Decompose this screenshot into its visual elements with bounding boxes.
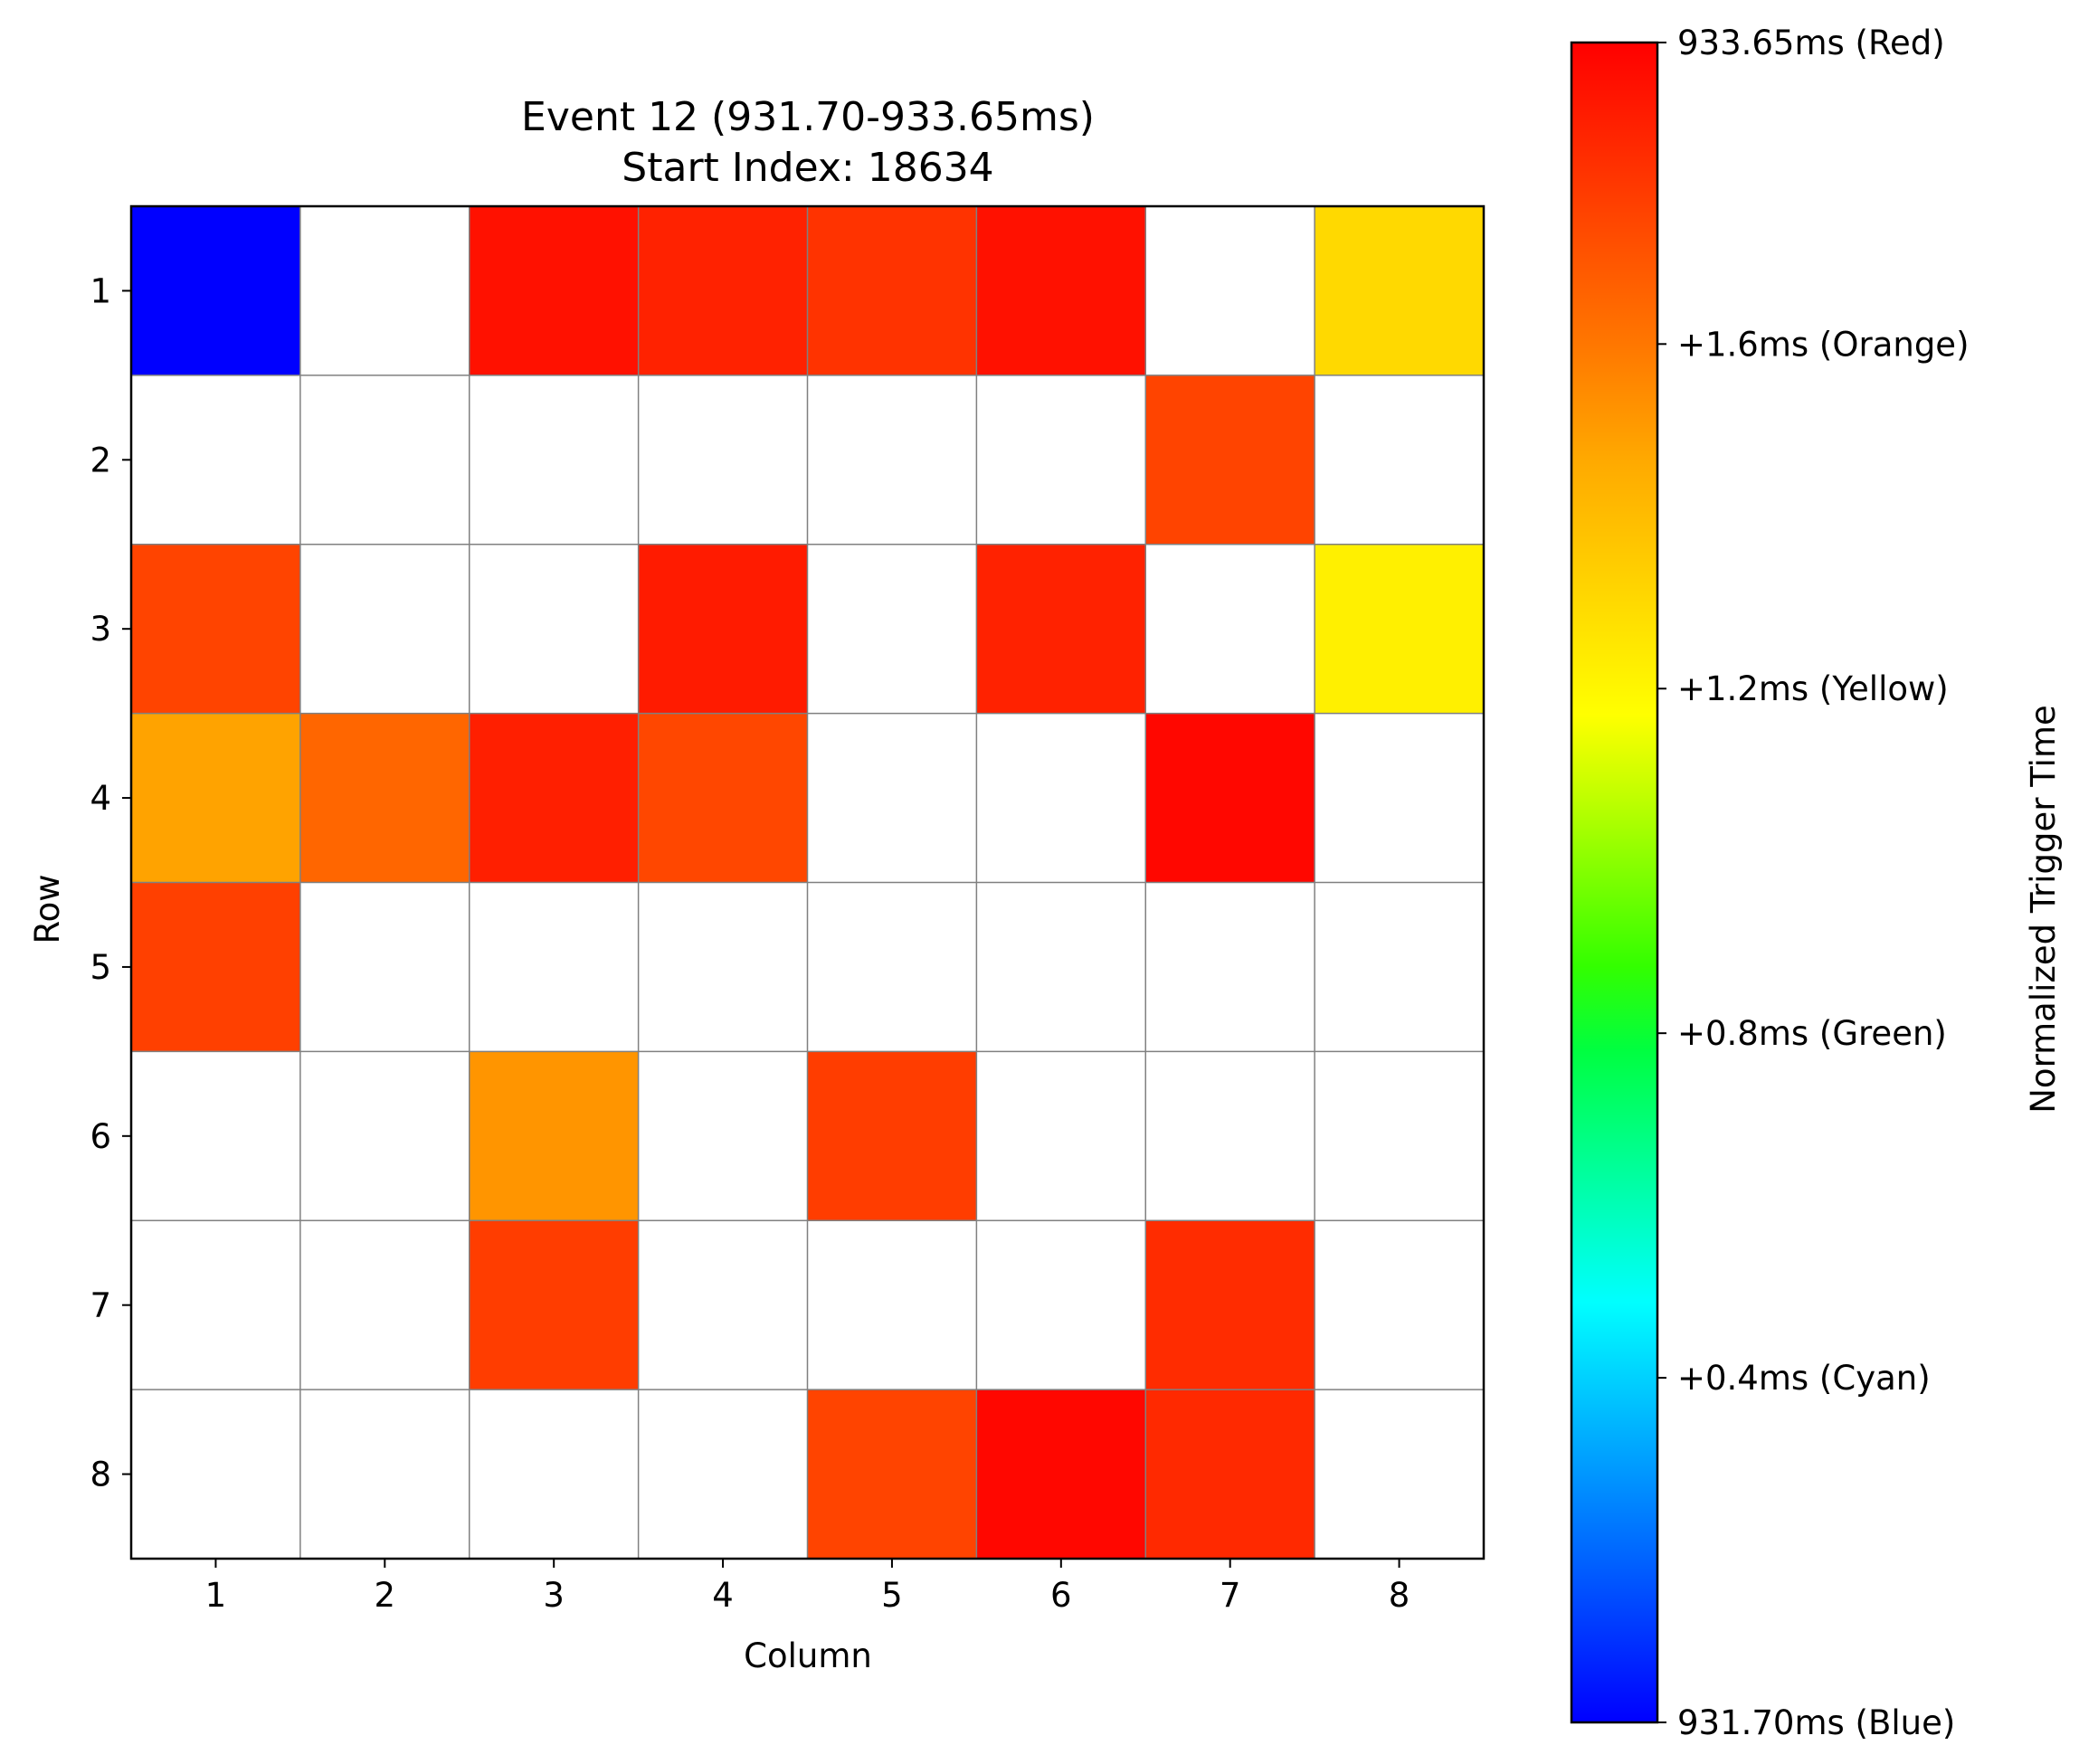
y-tick-label: 1 (90, 271, 111, 310)
y-tick-label: 3 (90, 610, 111, 649)
heatmap-cell-r7-c7 (1145, 1220, 1315, 1390)
y-tick-label: 5 (90, 948, 111, 987)
heatmap-cell-r6-c3 (469, 1051, 639, 1221)
colorbar-tick-label: +0.8ms (Green) (1677, 1014, 1947, 1053)
heatmap-cell-r2-c7 (1145, 375, 1315, 545)
colorbar-tick-label: 931.70ms (Blue) (1677, 1703, 1955, 1742)
heatmap-cell-r1-c4 (638, 206, 808, 375)
heatmap-cell-r1-c3 (469, 206, 639, 375)
y-axis-ticks: 1 2 3 4 5 6 7 8 (90, 271, 131, 1494)
heatmap-cell-r1-c5 (807, 206, 977, 375)
heatmap-cell-r8-c5 (807, 1389, 977, 1559)
chart-title-line1: Event 12 (931.70-933.65ms) (521, 94, 1095, 140)
heatmap-cell-r1-c6 (976, 206, 1146, 375)
colorbar (1570, 41, 1659, 1724)
x-tick-label: 6 (1050, 1576, 1072, 1615)
y-tick-label: 7 (90, 1286, 111, 1325)
x-axis-ticks: 1 2 3 4 5 6 7 8 (205, 1559, 1410, 1615)
colorbar-tick-label: +1.2ms (Yellow) (1677, 669, 1949, 708)
x-tick-label: 7 (1220, 1576, 1241, 1615)
heatmap-cell-r4-c7 (1145, 713, 1315, 883)
heatmap-cell-r8-c7 (1145, 1389, 1315, 1559)
colorbar-tick-label: 933.65ms (Red) (1677, 24, 1945, 62)
colorbar-tick-label: +0.4ms (Cyan) (1677, 1359, 1931, 1398)
y-tick-label: 8 (90, 1456, 111, 1494)
heatmap-cell-r6-c5 (807, 1051, 977, 1221)
x-tick-label: 8 (1389, 1576, 1410, 1615)
heatmap-cell-r7-c3 (469, 1220, 639, 1390)
colorbar-ticks: 931.70ms (Blue) +0.4ms (Cyan) +0.8ms (Gree… (1657, 24, 1970, 1742)
x-tick-label: 5 (881, 1576, 903, 1615)
heatmap-cell-r4-c4 (638, 713, 808, 883)
y-tick-label: 2 (90, 441, 111, 479)
heatmap-cell-r3-c8 (1315, 544, 1484, 714)
x-tick-label: 2 (375, 1576, 396, 1615)
heatmap-cell-r4-c3 (469, 713, 639, 883)
heatmap-cell-r3-c4 (638, 544, 808, 714)
y-axis-label: Row (28, 875, 67, 944)
heatmap-cell-r3-c6 (976, 544, 1146, 714)
plot-frame (129, 204, 1486, 1560)
x-axis-label: Column (744, 1636, 872, 1675)
heatmap-cell-r3-c1 (131, 544, 300, 714)
y-tick-label: 4 (90, 779, 111, 818)
grid-lines (131, 206, 1484, 1559)
colorbar-label: Normalized Trigger Time (2024, 705, 2063, 1114)
y-tick-label: 6 (90, 1117, 111, 1156)
heatmap-cell-r1-c8 (1315, 206, 1484, 375)
heatmap-cell-r5-c1 (131, 882, 300, 1052)
heatmap-cell-r8-c6 (976, 1389, 1146, 1559)
chart-title-line2: Start Index: 18634 (622, 145, 993, 191)
heatmap-cell-r1-c1 (131, 206, 300, 375)
colorbar-tick-label: +1.6ms (Orange) (1677, 325, 1970, 364)
heatmap-cell-r4-c2 (299, 713, 470, 883)
x-tick-label: 3 (543, 1576, 565, 1615)
x-tick-label: 1 (205, 1576, 227, 1615)
x-tick-label: 4 (712, 1576, 734, 1615)
heatmap-cell-r4-c1 (131, 713, 300, 883)
